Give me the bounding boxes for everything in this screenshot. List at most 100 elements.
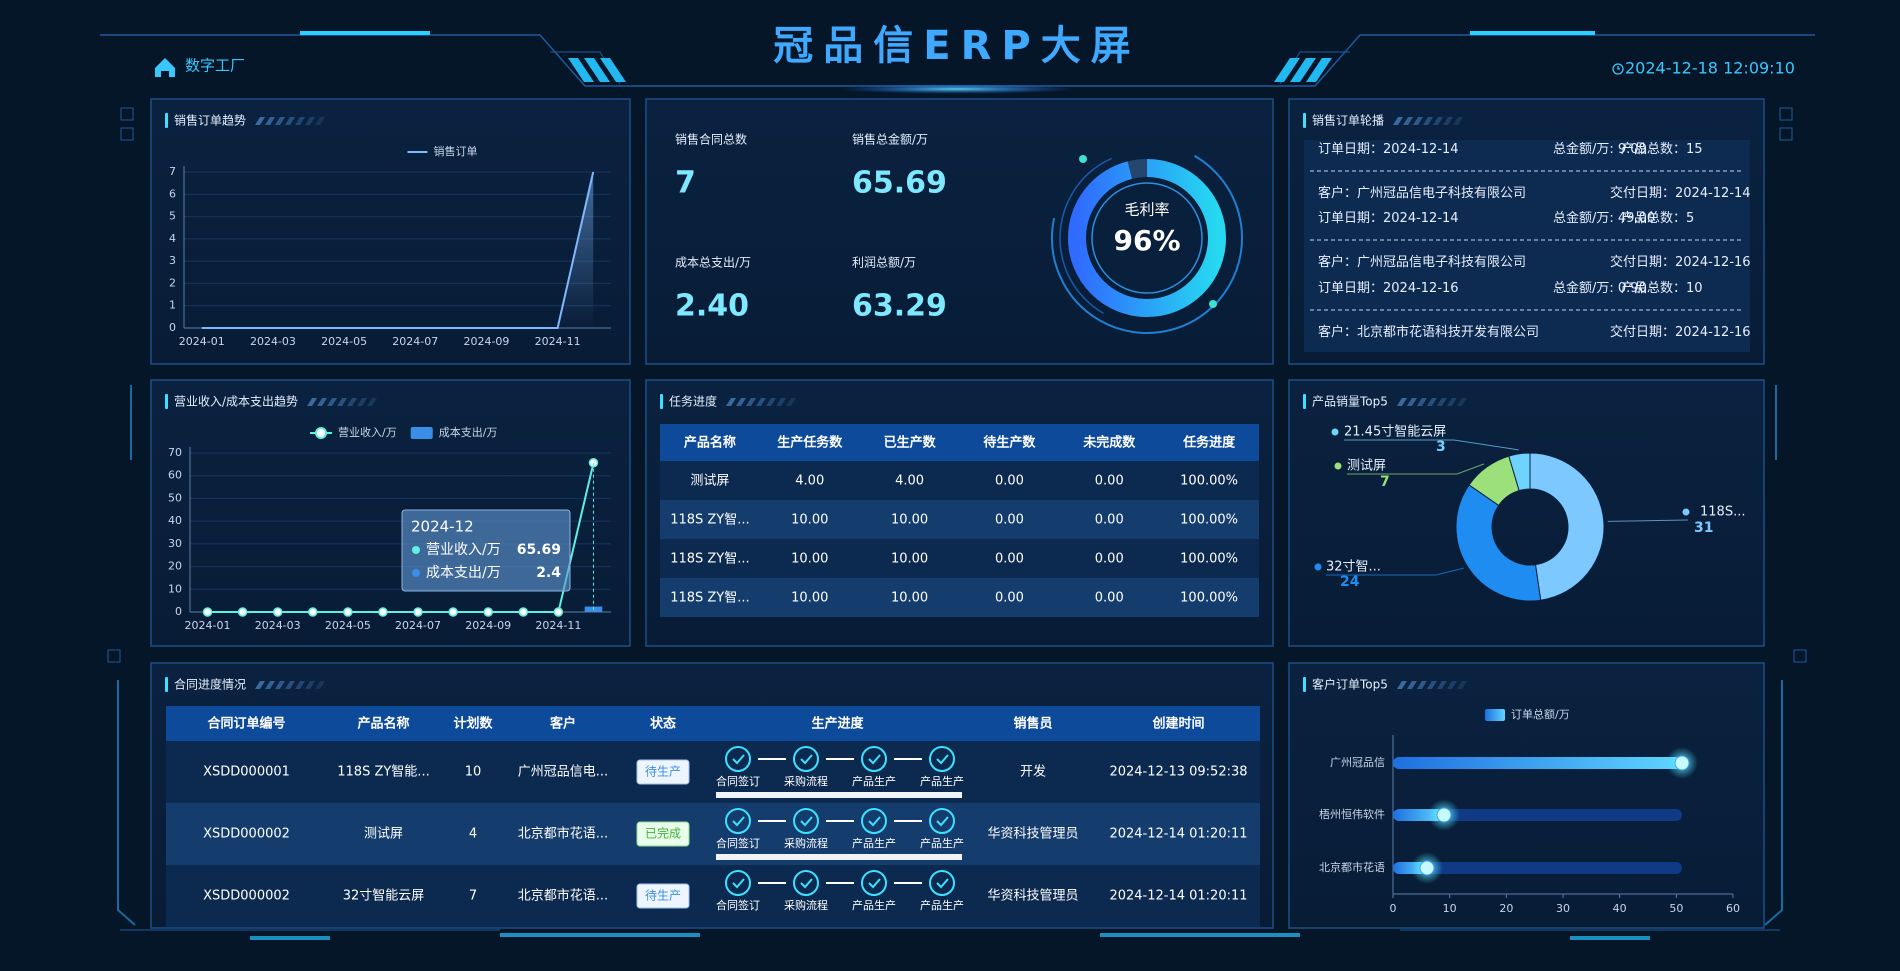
table-header: 状态 [650, 716, 676, 732]
table-header: 合同订单编号 [207, 716, 285, 732]
title-deco [1436, 398, 1447, 406]
carousel-field: 订单日期：2024-12-14 [1318, 211, 1459, 226]
table-cell: 2024-12-13 09:52:38 [1109, 765, 1247, 780]
title-deco [726, 398, 737, 406]
legend-swatch [1485, 709, 1505, 721]
title-deco [307, 398, 318, 406]
title-deco [255, 117, 266, 125]
table-cell: 华资科技管理员 [987, 827, 1078, 842]
step-circle [793, 870, 819, 896]
step-check [868, 816, 881, 827]
step-label: 合同签订 [716, 774, 760, 788]
point [308, 607, 318, 617]
point [413, 607, 423, 617]
y-tick-label: 60 [168, 469, 182, 482]
table-cell: 118S ZY智... [670, 552, 749, 567]
legend-dot [1331, 428, 1339, 436]
table-row [660, 500, 1259, 539]
panel-title: 任务进度 [669, 394, 717, 409]
table-cell: 开发 [1020, 764, 1046, 780]
carousel-field: 产品总数：15 [1621, 142, 1703, 157]
title-deco [275, 681, 286, 689]
table-cell: 100.00% [1180, 474, 1238, 489]
carousel-box [1304, 140, 1750, 352]
legend-dot [1682, 508, 1690, 516]
field-label: 总金额/万: [1553, 141, 1618, 157]
status-text: 已完成 [645, 826, 681, 841]
point [553, 607, 564, 617]
gauge-inner [1091, 182, 1203, 294]
title-deco [315, 117, 326, 125]
panel-title: 客户订单Top5 [1312, 677, 1388, 692]
title-deco [265, 117, 276, 125]
title-deco [347, 398, 358, 406]
tooltip-dot [412, 546, 420, 554]
x-tick-label: 2024-01 [185, 619, 231, 632]
carousel-field: 交付日期：2024-12-16 [1610, 324, 1751, 340]
donut-slice [1508, 452, 1531, 492]
step-circle [725, 870, 751, 896]
title-marker [660, 394, 663, 409]
table-cell: 0.00 [995, 474, 1024, 489]
tooltip-value: 65.69 [517, 542, 561, 558]
table-cell: 测试屏 [364, 827, 403, 842]
donut-slice [1455, 484, 1542, 602]
table-cell: 广州冠品信电... [518, 765, 608, 780]
step-circle [929, 746, 955, 772]
point [448, 607, 458, 617]
step-check [800, 816, 813, 827]
slice-label: 21.45寸智能云屏 [1344, 425, 1446, 440]
step-label: 合同签订 [716, 898, 760, 912]
point [202, 607, 213, 617]
field-label: 总金额/万: [1553, 280, 1618, 296]
table-cell: 118S ZY智... [670, 513, 749, 528]
status-badge [636, 821, 690, 847]
slice-label: 32寸智... [1326, 560, 1381, 575]
field-label: 客户： [1318, 185, 1357, 201]
point [518, 607, 529, 617]
gauge-outer-deco [1059, 150, 1235, 326]
y-tick-label: 4 [169, 232, 176, 245]
table-cell: 0.00 [995, 552, 1024, 567]
slice-label: 118S... [1700, 505, 1745, 520]
table-row [166, 803, 1260, 865]
table-header: 已生产数 [884, 435, 937, 451]
title-deco [1446, 398, 1457, 406]
carousel-field: 订单日期：2024-12-14 [1318, 142, 1459, 157]
title-deco [776, 398, 787, 406]
x-tick-label: 2024-09 [463, 335, 509, 348]
kpi-label: 成本总支出/万 [675, 256, 751, 270]
title-deco [1453, 117, 1464, 125]
x-tick-label: 2024-11 [535, 335, 581, 348]
donut-slice [1529, 452, 1605, 601]
y-tick-label: 20 [168, 560, 182, 573]
y-tick-label: 3 [169, 254, 176, 267]
title-marker [1303, 394, 1306, 409]
table-cell: 10 [465, 765, 482, 780]
table-header: 创建时间 [1151, 716, 1204, 732]
table-cell: 北京都市花语... [518, 888, 608, 904]
tooltip [401, 509, 571, 592]
step-label: 产品生产 [920, 774, 964, 788]
step-label: 产品生产 [852, 836, 896, 850]
x-tick-label: 2024-09 [465, 619, 511, 632]
title-deco [315, 681, 326, 689]
kpi-label: 销售总金额/万 [852, 132, 928, 147]
table-cell: 华资科技管理员 [987, 889, 1078, 904]
step-label: 采购流程 [784, 898, 828, 912]
step-check [732, 878, 745, 889]
field-value: 10 [1686, 281, 1703, 296]
field-value: 2024-12-16 [1675, 255, 1751, 270]
y-tick-label: 0 [175, 605, 182, 618]
gauge-value: 96% [1113, 224, 1180, 257]
step-label: 合同签订 [716, 836, 760, 850]
x-tick-label: 2024-07 [395, 619, 441, 632]
title-marker [1303, 113, 1306, 128]
field-value: 2024-12-14 [1383, 211, 1459, 226]
title-marker [165, 677, 168, 692]
carousel: 订单日期：2024-12-14 总金额/万: 9.09产品总数：15客户：广州冠品… [1310, 141, 1751, 340]
slice-label: 测试屏 [1347, 459, 1386, 474]
leader-line [1326, 567, 1464, 576]
y-tick-label: 7 [169, 165, 176, 178]
table-header-bg [660, 424, 1259, 461]
